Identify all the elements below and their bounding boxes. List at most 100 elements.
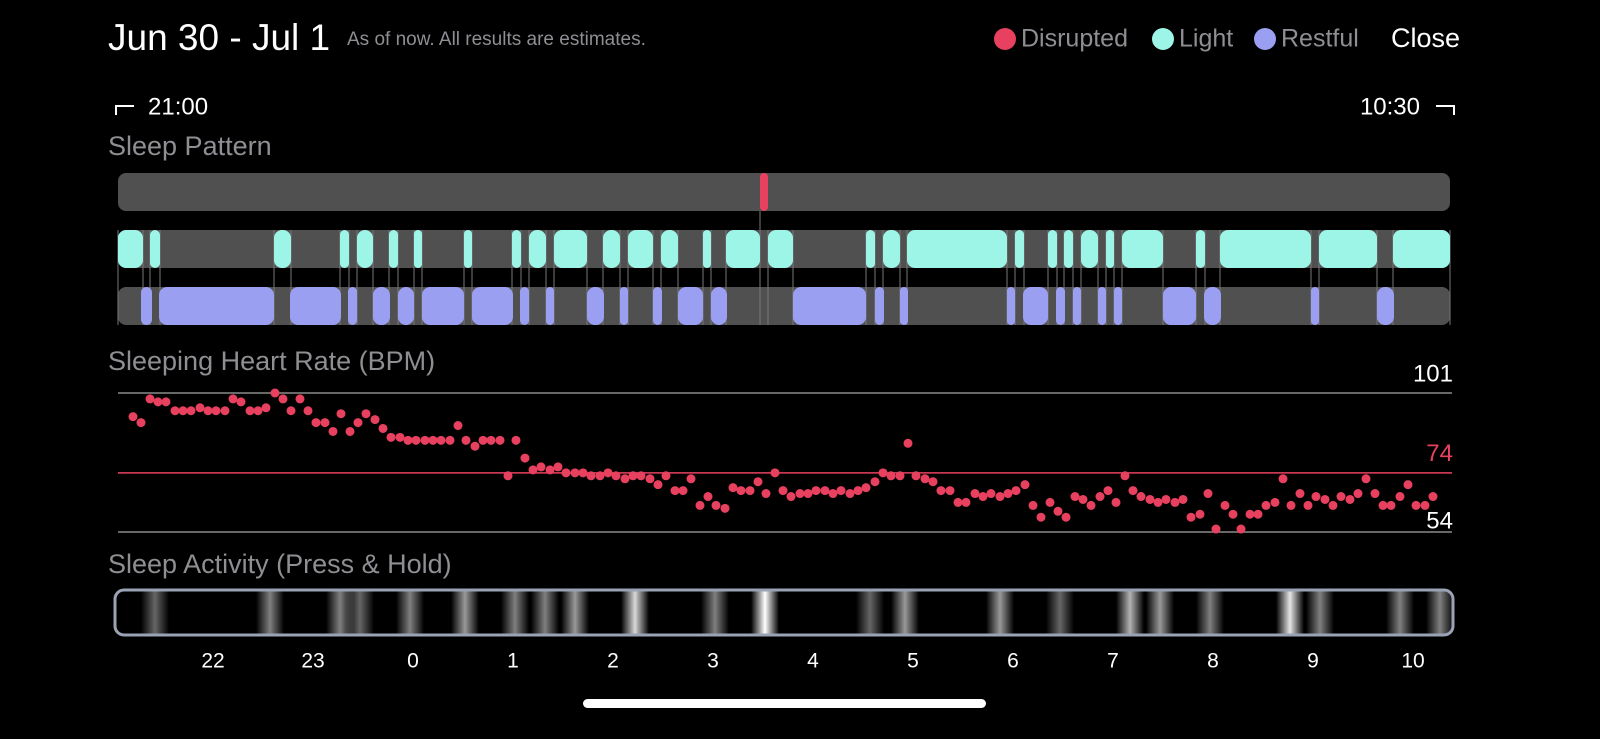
restful-segment	[678, 287, 703, 325]
heart-rate-dot	[1386, 500, 1396, 510]
heart-rate-dot	[870, 477, 880, 487]
end-bracket	[1436, 105, 1455, 115]
light-segment	[1319, 230, 1377, 268]
restful-segment	[290, 287, 341, 325]
heart-rate-dot	[1111, 497, 1121, 507]
light-segment	[768, 230, 793, 268]
heart-rate-dot	[986, 489, 996, 499]
heart-rate-dot	[361, 409, 371, 419]
heart-rate-dot	[728, 483, 738, 493]
restful-segment	[422, 287, 464, 325]
heart-rate-dot	[753, 477, 763, 487]
heart-rate-dot	[761, 489, 771, 499]
heart-rate-dot	[686, 474, 696, 484]
close-button[interactable]: Close	[1391, 23, 1460, 53]
heart-rate-dot	[1245, 509, 1255, 519]
heart-rate-dot	[1011, 486, 1021, 496]
disrupted-segments	[760, 173, 768, 211]
restful-segment	[1056, 287, 1065, 325]
activity-peak	[256, 591, 284, 634]
heart-rate-dot	[803, 489, 813, 499]
x-tick-label: 3	[707, 650, 719, 673]
restful-segment	[1377, 287, 1394, 325]
restful-segment	[373, 287, 390, 325]
heart-rate-dot	[470, 441, 480, 451]
x-tick-label: 6	[1007, 650, 1019, 673]
restful-segment	[520, 287, 529, 325]
x-tick-label: 8	[1207, 650, 1219, 673]
heart-rate-dot	[711, 500, 721, 510]
heart-rate-dot	[170, 406, 180, 416]
heart-rate-dot	[1203, 489, 1213, 499]
heart-rate-dot	[970, 489, 980, 499]
section-title: Sleeping Heart Rate (BPM)	[108, 346, 435, 376]
light-segment	[866, 230, 875, 268]
heart-rate-dot	[428, 435, 438, 445]
heart-rate-dot	[1070, 492, 1080, 502]
light-segment	[703, 230, 711, 268]
light-segment	[883, 230, 900, 268]
light-segment	[150, 230, 160, 268]
light-segment	[340, 230, 349, 268]
heart-rate-dot	[495, 435, 505, 445]
section-title: Sleep Pattern	[108, 131, 272, 161]
heart-rate-dot	[978, 492, 988, 502]
activity-peak	[531, 591, 559, 634]
activity-peak	[1116, 591, 1144, 634]
heart-rate-dot	[178, 406, 188, 416]
restful-segment	[472, 287, 513, 325]
heart-rate-dot	[1378, 500, 1388, 510]
heart-rate-dot	[1195, 509, 1205, 519]
heart-rate-dot	[786, 492, 796, 502]
restful-segment	[900, 287, 908, 325]
activity-peak	[751, 591, 779, 634]
light-segment	[414, 230, 422, 268]
heart-rate-dot	[1303, 500, 1313, 510]
heart-rate-dot	[536, 462, 546, 472]
x-tick-label: 4	[807, 650, 819, 673]
heart-rate-dot	[570, 468, 580, 478]
light-segment	[389, 230, 398, 268]
heart-rate-dot	[1170, 497, 1180, 507]
restful-segment	[141, 287, 152, 325]
heart-rate-dot	[811, 486, 821, 496]
light-segment	[1048, 230, 1057, 268]
heart-rate-dot	[1028, 500, 1038, 510]
legend-swatch	[994, 28, 1016, 50]
heart-rate-dot	[1328, 500, 1338, 510]
heart-rate-dot	[353, 418, 363, 428]
heart-rate-dot	[736, 486, 746, 496]
disrupted-track	[118, 173, 1450, 211]
activity-peak	[1276, 591, 1304, 634]
heart-rate-dot	[1095, 492, 1105, 502]
heart-rate-dot	[1003, 489, 1013, 499]
heart-rate-dot	[1078, 494, 1088, 504]
heart-rate-dot	[1345, 494, 1355, 504]
activity-peak	[891, 591, 919, 634]
light-segments	[118, 230, 1450, 268]
restful-segment	[546, 287, 554, 325]
heart-rate-dot	[478, 435, 488, 445]
heart-rate-dot	[295, 394, 305, 404]
heart-rate-dot	[553, 462, 563, 472]
heart-rate-dot	[303, 406, 313, 416]
heart-rate-dot	[1020, 480, 1030, 490]
heart-rate-dot	[836, 486, 846, 496]
heart-rate-dot	[436, 435, 446, 445]
heart-rate-dot	[778, 486, 788, 496]
heart-rate-dot	[636, 471, 646, 481]
light-segment	[1064, 230, 1073, 268]
restful-segment	[875, 287, 884, 325]
heart-rate-dot	[1411, 500, 1421, 510]
heart-rate-dot	[311, 418, 321, 428]
heart-rate-dot	[595, 471, 605, 481]
heart-rate-dot	[1228, 509, 1238, 519]
heart-rate-dot	[186, 406, 196, 416]
range-markers: 21:00 10:30	[115, 93, 1455, 120]
subtitle: As of now. All results are estimates.	[347, 29, 646, 50]
activity-peak	[856, 591, 884, 634]
heart-rate-dot	[828, 489, 838, 499]
heart-rate-dot	[653, 480, 663, 490]
light-segment	[512, 230, 521, 268]
activity-peaks	[141, 591, 1452, 634]
